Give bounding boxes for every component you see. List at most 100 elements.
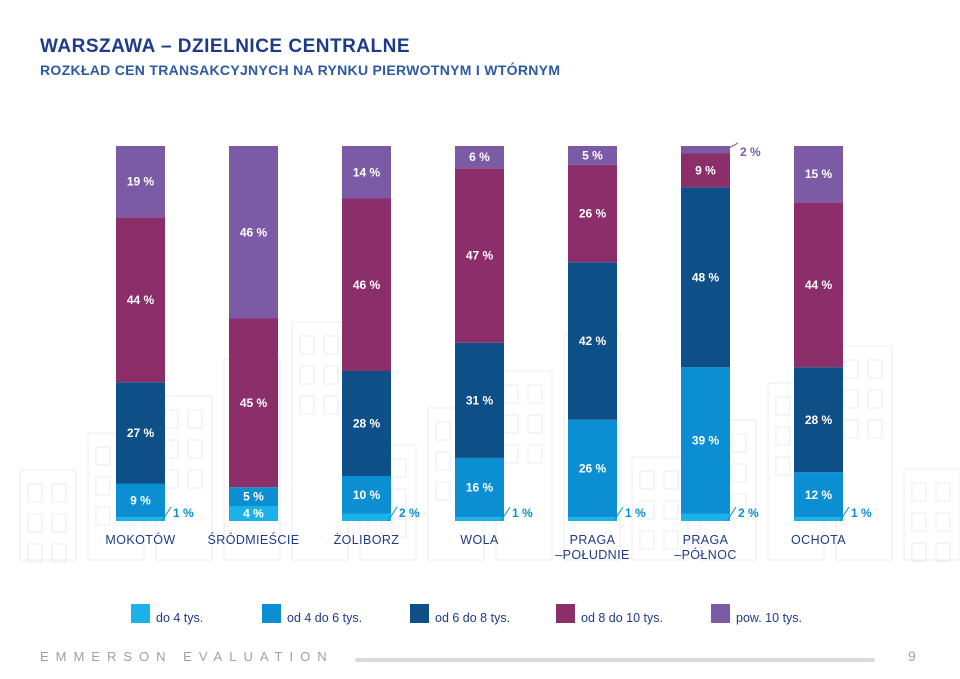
category-label: ŻOLIBORZ [334, 533, 400, 547]
category-label: OCHOTA [791, 533, 846, 547]
sketch-window [843, 359, 859, 379]
segment-label: 5 % [582, 148, 603, 162]
bar-segment [342, 513, 391, 521]
label-leader [839, 506, 850, 522]
sketch-building [19, 469, 77, 561]
segment-label: 45 % [240, 396, 268, 410]
sketch-window [843, 419, 859, 439]
sketch-window [639, 470, 655, 490]
sketch-window [187, 409, 203, 429]
sketch-window [163, 469, 179, 489]
sketch-window [663, 530, 679, 550]
bar-segment [229, 318, 278, 488]
bar-segment [568, 262, 617, 420]
sketch-window [435, 421, 451, 441]
sketch-window [323, 365, 339, 385]
footer-brand: EMMERSON EVALUATION [40, 649, 334, 664]
sketch-window [663, 470, 679, 490]
sketch-building [903, 468, 960, 561]
sketch-window [527, 414, 543, 434]
bar-segment [455, 457, 504, 518]
sketch-window [323, 335, 339, 355]
segment-label: 26 % [579, 462, 607, 476]
bar-segment [568, 146, 617, 165]
sketch-window [527, 444, 543, 464]
bar-segment [794, 202, 843, 368]
sketch-window [299, 395, 315, 415]
label-leader [613, 506, 624, 522]
segment-label: 1 % [512, 506, 533, 520]
sketch-window [843, 389, 859, 409]
segment-label: 15 % [805, 167, 833, 181]
legend-swatch [711, 604, 730, 623]
category-label: WOLA [460, 533, 499, 547]
segment-label: 46 % [240, 225, 268, 239]
bar-segment [455, 168, 504, 343]
sketch-window [731, 433, 747, 453]
bar-segment [568, 164, 617, 263]
segment-label: 2 % [740, 145, 761, 159]
sketch-window [27, 543, 43, 563]
segment-label: 28 % [805, 413, 833, 427]
bar-segment [229, 146, 278, 319]
segment-label: 44 % [127, 293, 155, 307]
sketch-window [935, 482, 951, 502]
label-leader [387, 506, 398, 522]
sketch-window [95, 476, 111, 496]
legend-label: do 4 tys. [156, 611, 203, 625]
segment-label: 2 % [399, 506, 420, 520]
sketch-window [391, 518, 407, 538]
category-label: PRAGA –PÓŁNOC [674, 533, 737, 562]
bar-segment [794, 367, 843, 473]
label-leader [161, 506, 172, 522]
bar-segment [229, 506, 278, 521]
sketch-window [391, 488, 407, 508]
legend-item: od 8 do 10 tys. [556, 604, 663, 625]
sketch-window [391, 458, 407, 478]
sketch-window [163, 439, 179, 459]
sketch-window [639, 530, 655, 550]
bar-segment [342, 146, 391, 199]
bar-segment [681, 513, 730, 521]
sketch-window [51, 543, 67, 563]
sketch-window [323, 395, 339, 415]
sketch-window [935, 512, 951, 532]
legend-label: pow. 10 tys. [736, 611, 802, 625]
page-subtitle: ROZKŁAD CEN TRANSAKCYJNYCH NA RYNKU PIER… [40, 62, 561, 78]
legend-swatch [556, 604, 575, 623]
segment-label: 9 % [695, 163, 716, 177]
bar-segment [568, 517, 617, 521]
page-title: WARSZAWA – DZIELNICE CENTRALNE [40, 36, 411, 57]
bar-segment [455, 517, 504, 521]
segment-label: 31 % [466, 393, 494, 407]
sketch-window [731, 463, 747, 483]
segment-label: 5 % [243, 490, 264, 504]
segment-label: 39 % [692, 433, 720, 447]
page-number: 9 [908, 648, 916, 664]
bar-segment [116, 217, 165, 383]
segment-label: 10 % [353, 488, 381, 502]
sketch-window [867, 389, 883, 409]
category-label: MOKOTÓW [105, 532, 175, 547]
label-leader [726, 142, 739, 150]
bar-segment [681, 146, 730, 154]
legend-swatch [262, 604, 281, 623]
category-label-line: –POŁUDNIE [555, 548, 629, 562]
category-label-line: WOLA [460, 533, 499, 547]
bar-segment [794, 472, 843, 518]
segment-label: 44 % [805, 278, 833, 292]
segment-label: 1 % [851, 506, 872, 520]
category-label-line: OCHOTA [791, 533, 846, 547]
bar-segment [116, 382, 165, 484]
sketch-window [27, 513, 43, 533]
sketch-window [435, 481, 451, 501]
segment-label: 26 % [579, 207, 607, 221]
legend-swatch [131, 604, 150, 623]
category-label-line: PRAGA [570, 533, 616, 547]
bar-segment [568, 419, 617, 518]
legend-label: od 6 do 8 tys. [435, 611, 510, 625]
sketch-window [911, 542, 927, 562]
sketch-window [775, 456, 791, 476]
sketch-window [163, 409, 179, 429]
category-label: ŚRÓDMIEŚCIE [208, 532, 300, 547]
